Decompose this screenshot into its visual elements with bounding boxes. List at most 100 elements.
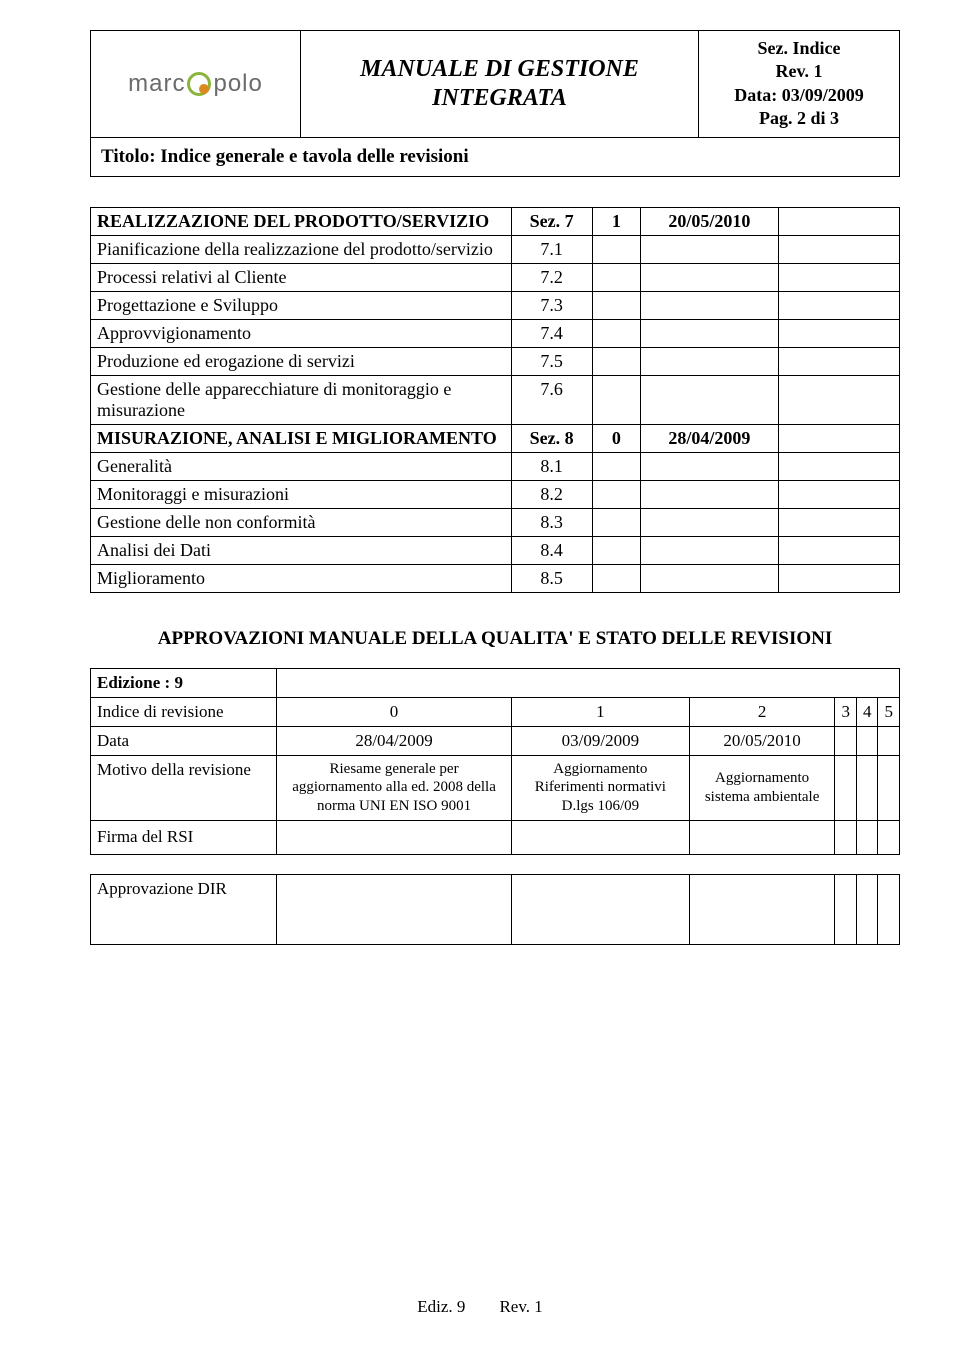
table-cell: [778, 508, 899, 536]
table-cell: [778, 235, 899, 263]
data-5: [878, 726, 900, 755]
table-cell: [778, 319, 899, 347]
approv-1: [512, 874, 690, 944]
table-cell: Monitoraggi e misurazioni: [91, 480, 512, 508]
table-cell: Miglioramento: [91, 564, 512, 592]
table-cell: Approvvigionamento: [91, 319, 512, 347]
table-cell: [641, 291, 779, 319]
table-cell: [778, 291, 899, 319]
table-cell: [641, 319, 779, 347]
table-cell: 8.5: [511, 564, 592, 592]
table-row: Gestione delle apparecchiature di monito…: [91, 375, 900, 424]
table-cell: REALIZZAZIONE DEL PRODOTTO/SERVIZIO: [91, 207, 512, 235]
table-row: Pianificazione della realizzazione del p…: [91, 235, 900, 263]
indice-0: 0: [277, 697, 512, 726]
meta-sez: Sez. Indice: [758, 37, 841, 60]
logo-accent-icon: [187, 72, 211, 96]
motivo-2: Aggiornamento sistema ambientale: [689, 755, 835, 820]
firma-label: Firma del RSI: [91, 820, 277, 854]
table-cell: Progettazione e Sviluppo: [91, 291, 512, 319]
approv-label: Approvazione DIR: [91, 874, 277, 944]
logo: marc polo: [128, 70, 263, 98]
table-cell: [641, 235, 779, 263]
doc-subtitle: Titolo: Indice generale e tavola delle r…: [91, 137, 899, 176]
table-cell: [641, 375, 779, 424]
motivo-4: [856, 755, 878, 820]
edizione-label: Edizione : 9: [91, 668, 277, 697]
table-cell: [592, 347, 641, 375]
table-cell: [592, 235, 641, 263]
logo-cell: marc polo: [91, 31, 301, 137]
footer-ediz: Ediz. 9: [417, 1297, 465, 1316]
table-cell: [778, 424, 899, 452]
data-label: Data: [91, 726, 277, 755]
table-row: Approvvigionamento7.4: [91, 319, 900, 347]
table-cell: [778, 480, 899, 508]
approvals-table: Edizione : 9 Indice di revisione 0 1 2 3…: [90, 668, 900, 945]
data-0: 28/04/2009: [277, 726, 512, 755]
table-cell: [592, 508, 641, 536]
firma-0: [277, 820, 512, 854]
doc-title: MANUALE DI GESTIONE INTEGRATA: [301, 31, 699, 137]
table-cell: 28/04/2009: [641, 424, 779, 452]
table-cell: [641, 263, 779, 291]
indice-label: Indice di revisione: [91, 697, 277, 726]
table-cell: MISURAZIONE, ANALISI E MIGLIORAMENTO: [91, 424, 512, 452]
table-cell: 20/05/2010: [641, 207, 779, 235]
table-row: MISURAZIONE, ANALISI E MIGLIORAMENTOSez.…: [91, 424, 900, 452]
table-cell: Processi relativi al Cliente: [91, 263, 512, 291]
table-cell: [592, 564, 641, 592]
approv-2: [689, 874, 835, 944]
table-cell: [592, 263, 641, 291]
table-cell: Analisi dei Dati: [91, 536, 512, 564]
motivo-5: [878, 755, 900, 820]
table-cell: 0: [592, 424, 641, 452]
table-cell: 7.2: [511, 263, 592, 291]
table-row: Monitoraggi e misurazioni8.2: [91, 480, 900, 508]
table-cell: [592, 452, 641, 480]
page: marc polo MANUALE DI GESTIONE INTEGRATA S…: [0, 0, 960, 1345]
table-row: Generalità8.1: [91, 452, 900, 480]
table-row: Progettazione e Sviluppo7.3: [91, 291, 900, 319]
table-cell: [778, 564, 899, 592]
table-cell: 1: [592, 207, 641, 235]
table-cell: [778, 207, 899, 235]
table-row: Analisi dei Dati8.4: [91, 536, 900, 564]
doc-meta: Sez. Indice Rev. 1 Data: 03/09/2009 Pag.…: [699, 31, 899, 137]
table-cell: Gestione delle non conformità: [91, 508, 512, 536]
table-cell: Gestione delle apparecchiature di monito…: [91, 375, 512, 424]
table-cell: [592, 480, 641, 508]
table-cell: [778, 347, 899, 375]
meta-pag: Pag. 2 di 3: [759, 107, 839, 130]
indice-1: 1: [512, 697, 690, 726]
table-cell: 7.5: [511, 347, 592, 375]
index-table: REALIZZAZIONE DEL PRODOTTO/SERVIZIOSez. …: [90, 207, 900, 593]
edizione-blank: [277, 668, 900, 697]
table-cell: [641, 564, 779, 592]
firma-3: [835, 820, 857, 854]
approv-3: [835, 874, 857, 944]
table-cell: [778, 452, 899, 480]
motivo-0: Riesame generale per aggiornamento alla …: [277, 755, 512, 820]
footer-rev: Rev. 1: [499, 1297, 542, 1316]
logo-text-left: marc: [128, 70, 185, 98]
table-cell: [641, 480, 779, 508]
table-cell: [778, 263, 899, 291]
data-3: [835, 726, 857, 755]
table-row: Produzione ed erogazione di servizi7.5: [91, 347, 900, 375]
table-row: Miglioramento8.5: [91, 564, 900, 592]
firma-5: [878, 820, 900, 854]
indice-4: 4: [856, 697, 878, 726]
table-cell: [641, 452, 779, 480]
table-cell: 7.6: [511, 375, 592, 424]
meta-data: Data: 03/09/2009: [734, 84, 864, 107]
data-1: 03/09/2009: [512, 726, 690, 755]
header-box: marc polo MANUALE DI GESTIONE INTEGRATA S…: [90, 30, 900, 177]
approv-4: [856, 874, 878, 944]
firma-4: [856, 820, 878, 854]
logo-text-right: polo: [213, 70, 262, 98]
indice-5: 5: [878, 697, 900, 726]
motivo-1: Aggiornamento Riferimenti normativi D.lg…: [512, 755, 690, 820]
data-4: [856, 726, 878, 755]
table-row: REALIZZAZIONE DEL PRODOTTO/SERVIZIOSez. …: [91, 207, 900, 235]
